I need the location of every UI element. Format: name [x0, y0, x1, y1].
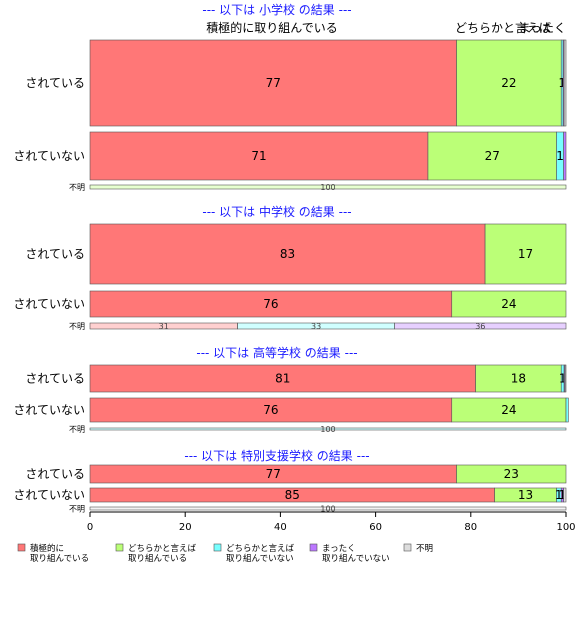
bar-segment — [89, 290, 453, 318]
data-label: 77 — [266, 467, 281, 481]
bar-segment — [89, 184, 567, 190]
data-label: 31 — [159, 322, 169, 331]
bar-segment — [563, 39, 567, 127]
bar-segment — [89, 223, 486, 285]
bar-segment — [563, 487, 567, 503]
row-label: されている — [25, 467, 85, 481]
x-tick-label: 20 — [179, 522, 192, 533]
data-label: 23 — [504, 467, 519, 481]
data-label: 24 — [501, 403, 516, 417]
data-label: 76 — [263, 403, 278, 417]
legend-swatch — [17, 543, 26, 552]
data-label: 36 — [475, 322, 485, 331]
bar-segment — [89, 506, 567, 511]
row-label: されている — [25, 247, 85, 261]
bar-segment — [456, 464, 567, 484]
data-label: 76 — [263, 297, 278, 311]
panel-title: --- 以下は 小学校 の結果 --- — [202, 2, 351, 17]
top-category-label: 積極的に取り組んでいる — [206, 20, 337, 35]
data-label: 85 — [285, 488, 300, 502]
x-tick-label: 80 — [464, 522, 477, 533]
row-label: されていない — [13, 149, 85, 163]
top-category-label: まったく — [518, 21, 566, 35]
data-label: 1 — [559, 372, 567, 386]
panel-title: --- 以下は 特別支援学校 の結果 --- — [184, 448, 369, 463]
legend-swatch — [309, 543, 318, 552]
bar-segment — [564, 364, 567, 393]
data-label: 81 — [275, 372, 290, 386]
data-label: 24 — [501, 297, 516, 311]
x-tick-label: 40 — [274, 522, 287, 533]
data-label: 18 — [511, 372, 526, 386]
bar-segment — [394, 322, 567, 330]
x-tick-label: 0 — [87, 522, 93, 533]
data-label: 1 — [555, 488, 563, 502]
legend-swatch — [213, 543, 222, 552]
data-label: 77 — [266, 76, 281, 90]
data-label: 100 — [320, 505, 335, 514]
row-label: 不明 — [69, 425, 85, 434]
legend-swatch — [115, 543, 124, 552]
legend-swatch — [403, 543, 412, 552]
bar-segment — [565, 397, 569, 423]
legend-label: 取り組んでいる — [30, 553, 89, 564]
x-tick-label: 60 — [369, 522, 382, 533]
legend-label: 積極的に — [30, 543, 64, 554]
data-label: 33 — [311, 322, 321, 331]
legend-label: 取り組んでいない — [226, 553, 294, 564]
data-label: 17 — [518, 247, 533, 261]
data-label: 27 — [485, 149, 500, 163]
data-label: 83 — [280, 247, 295, 261]
data-label: 1 — [559, 488, 567, 502]
row-label: されていない — [13, 488, 85, 502]
row-label: されていない — [13, 297, 85, 311]
row-label: されている — [25, 372, 85, 386]
top-category-label: どちらかと言えば — [455, 21, 551, 35]
data-label: 71 — [251, 149, 266, 163]
legend-label: どちらかと言えば — [128, 543, 197, 554]
legend-label: どちらかと言えば — [226, 543, 295, 554]
x-tick-label: 100 — [556, 522, 575, 533]
panel-title: --- 以下は 高等学校 の結果 --- — [196, 345, 357, 360]
bar-segment — [89, 364, 476, 393]
row-label: されている — [25, 76, 85, 90]
bar-segment — [563, 131, 567, 181]
data-label: 22 — [501, 76, 516, 90]
legend-label: まったく — [322, 544, 356, 554]
row-label: 不明 — [69, 322, 85, 331]
row-label: 不明 — [69, 505, 85, 514]
data-label: 13 — [518, 488, 533, 502]
bar-segment — [451, 290, 567, 318]
legend-label: 不明 — [416, 544, 433, 554]
bar-segment — [484, 223, 567, 285]
data-label: 100 — [320, 183, 335, 192]
bar-segment — [451, 397, 567, 423]
bar-segment — [89, 427, 567, 431]
row-label: 不明 — [69, 183, 85, 192]
data-label: 1 — [556, 149, 564, 163]
legend-label: 取り組んでいない — [322, 553, 390, 564]
data-label: 100 — [320, 425, 335, 434]
row-label: されていない — [13, 403, 85, 417]
bar-segment — [456, 39, 562, 127]
legend-label: 取り組んでいる — [128, 553, 187, 564]
data-label: 1 — [558, 76, 566, 90]
panel-title: --- 以下は 中学校 の結果 --- — [202, 204, 351, 219]
